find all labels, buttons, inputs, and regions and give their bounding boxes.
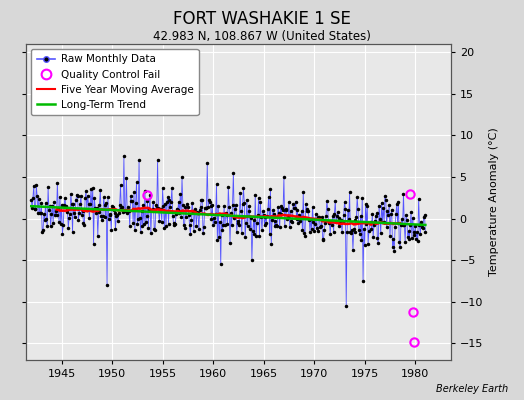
Text: Berkeley Earth: Berkeley Earth (436, 384, 508, 394)
Text: 42.983 N, 108.867 W (United States): 42.983 N, 108.867 W (United States) (153, 30, 371, 43)
Legend: Raw Monthly Data, Quality Control Fail, Five Year Moving Average, Long-Term Tren: Raw Monthly Data, Quality Control Fail, … (31, 49, 199, 115)
Y-axis label: Temperature Anomaly (°C): Temperature Anomaly (°C) (488, 128, 499, 276)
Text: FORT WASHAKIE 1 SE: FORT WASHAKIE 1 SE (173, 10, 351, 28)
